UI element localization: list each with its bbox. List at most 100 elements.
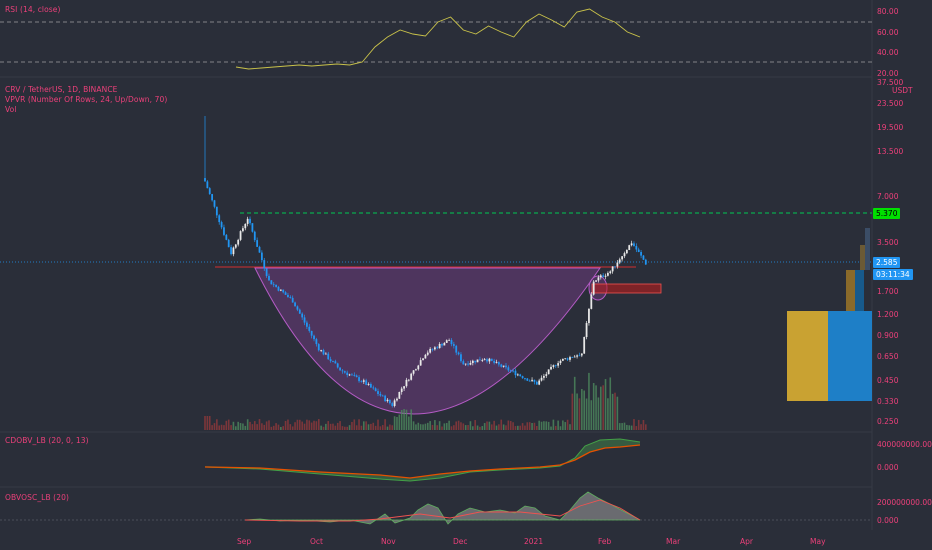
price-currency: USDT: [892, 86, 913, 95]
candle-body: [206, 181, 209, 189]
candle-body: [448, 340, 451, 341]
vpvr-bar-up-small: [846, 270, 855, 311]
rsi-tick-60: 60.00: [877, 28, 899, 37]
volume-bar: [628, 425, 631, 430]
candle-body: [386, 399, 389, 402]
candle-body: [355, 375, 358, 378]
volume-bar: [315, 421, 318, 430]
volume-bar: [517, 425, 519, 430]
candle-body: [403, 386, 405, 389]
volume-bar: [280, 426, 282, 430]
volume-bar: [322, 426, 325, 430]
candle-body: [625, 249, 628, 254]
candle-body: [405, 379, 408, 387]
candle-body: [372, 387, 375, 389]
volume-bar: [581, 388, 583, 430]
vpvr-label: VPVR (Number Of Rows, 24, Up/Down, 70): [5, 95, 168, 104]
candle-body: [483, 359, 486, 361]
candle-body: [332, 361, 334, 362]
volume-bar: [339, 421, 341, 430]
volume-bar: [521, 423, 524, 430]
volume-bar: [216, 419, 218, 430]
volume-bar: [246, 419, 249, 430]
volume-bar: [235, 426, 237, 430]
volume-bar: [336, 422, 339, 430]
candle-body: [279, 289, 282, 291]
candle-body: [282, 289, 285, 293]
vpvr-bar-down: [828, 311, 872, 401]
volume-bar: [533, 422, 536, 430]
candle-body: [329, 359, 332, 362]
rsi-label: RSI (14, close): [5, 5, 61, 14]
volume-bar: [438, 421, 441, 430]
candle-body: [417, 365, 420, 370]
price-tick-6: 1.700: [877, 287, 899, 296]
countdown-tag: 03:11:34: [873, 269, 913, 280]
volume-bar: [552, 419, 555, 430]
volume-bar: [536, 426, 538, 430]
handle-zone-box: [591, 283, 662, 294]
volume-bar: [592, 383, 595, 430]
volume-bar: [479, 426, 481, 430]
rsi-line: [235, 8, 641, 70]
volume-bar: [344, 426, 346, 430]
time-tick-may: May: [810, 537, 826, 546]
volume-bar: [204, 416, 206, 430]
candle-body: [384, 395, 387, 402]
cdobv-line-signal: [204, 444, 641, 479]
candle-body: [450, 340, 453, 345]
volume-bar: [213, 423, 216, 430]
candle-body: [234, 244, 237, 248]
candle-body: [557, 363, 560, 366]
obvosc-label: OBVOSC_LB (20): [5, 493, 69, 502]
volume-bar: [208, 416, 211, 430]
volume-bar: [500, 419, 503, 430]
candle-body: [353, 374, 356, 376]
candle-body: [462, 361, 465, 365]
candle-body: [422, 358, 424, 361]
candle-body: [538, 380, 541, 385]
candle-body: [294, 302, 296, 307]
cdobv-fill: [205, 439, 640, 481]
volume-bar: [253, 421, 256, 430]
candle-body: [569, 357, 571, 360]
volume-bar: [434, 420, 436, 430]
candle-body: [512, 370, 514, 372]
volume-bar: [367, 424, 370, 430]
candle-body: [412, 370, 415, 374]
candle-body: [431, 348, 434, 350]
candle-body: [607, 273, 609, 276]
volume-bar: [287, 419, 289, 430]
volume-bar: [232, 421, 235, 430]
candle-body: [306, 322, 308, 327]
volume-bar: [441, 426, 443, 430]
time-axis: Sep Oct Nov Dec 2021 Feb Mar Apr May: [237, 537, 826, 546]
candle-body: [621, 256, 624, 260]
candle-body: [227, 239, 230, 248]
candle-body: [308, 326, 311, 331]
volume-bar: [227, 419, 230, 430]
volume-bar: [408, 416, 410, 430]
candle-body: [609, 271, 612, 274]
obvosc-pane: [0, 491, 872, 525]
candle-body: [287, 294, 289, 297]
candle-body: [258, 246, 261, 253]
candle-body: [291, 297, 294, 303]
volume-bar: [263, 424, 266, 430]
candle-body: [419, 360, 422, 366]
candle-body: [343, 371, 346, 373]
volume-bar: [277, 424, 280, 430]
candle-body: [526, 378, 529, 381]
volume-bar: [597, 397, 600, 430]
volume-bar: [626, 424, 628, 430]
price-tick-5: 3.500: [877, 238, 899, 247]
volume-bar: [576, 393, 578, 430]
candle-body: [467, 363, 469, 365]
rsi-tick-80: 80.00: [877, 7, 899, 16]
volume-bar: [469, 421, 472, 430]
candle-body: [441, 344, 443, 346]
volume-bar: [218, 425, 221, 430]
candle-body: [365, 380, 368, 385]
volume-bar: [550, 426, 552, 430]
volume-bar: [531, 422, 533, 430]
